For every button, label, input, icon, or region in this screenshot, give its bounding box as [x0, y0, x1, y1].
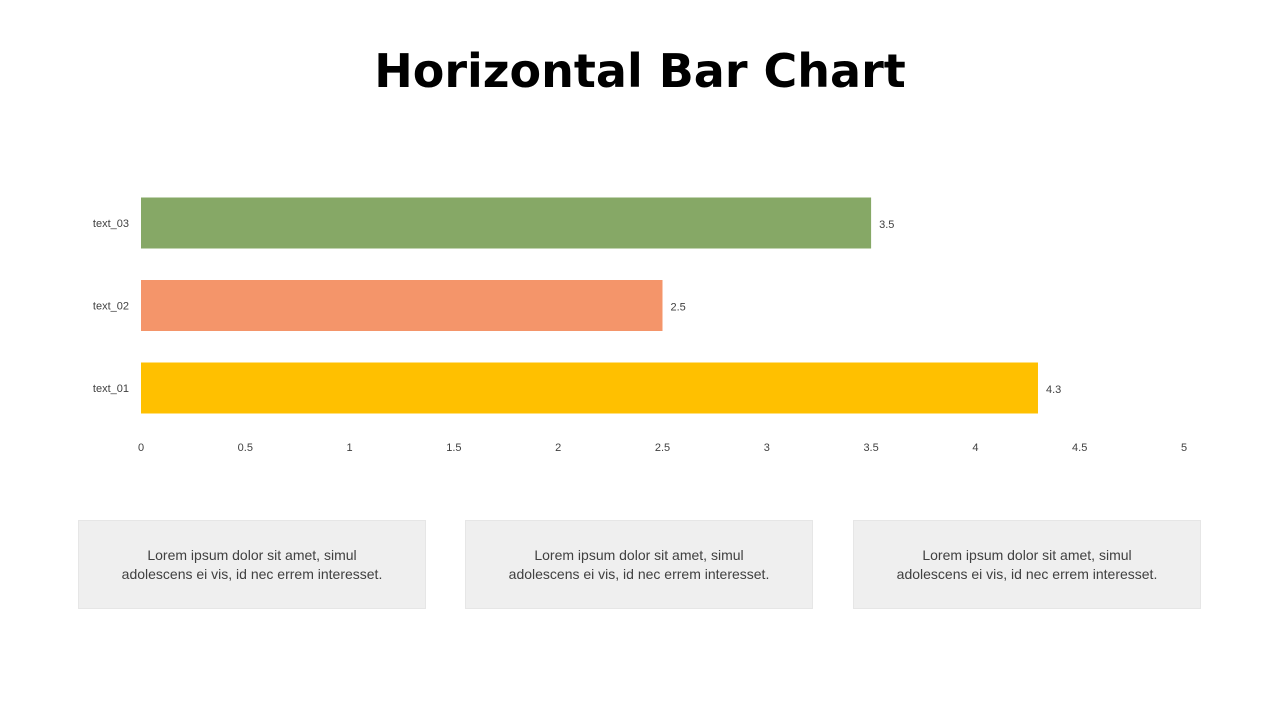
- x-tick-label: 2: [555, 442, 561, 454]
- chart-title: Horizontal Bar Chart: [374, 44, 906, 98]
- text-box-2-line1: Lorem ipsum dolor sit amet, simul: [534, 546, 744, 563]
- category-label-text-01: text_01: [93, 383, 129, 395]
- text-box-2-text: Lorem ipsum dolor sit amet, simul adoles…: [489, 546, 789, 584]
- category-label-text-02: text_02: [93, 301, 129, 313]
- x-tick-label: 2.5: [655, 442, 670, 454]
- x-tick-label: 1.5: [446, 442, 461, 454]
- text-box-2: Lorem ipsum dolor sit amet, simul adoles…: [465, 520, 813, 609]
- text-box-3-text: Lorem ipsum dolor sit amet, simul adoles…: [877, 546, 1177, 584]
- text-box-1-text: Lorem ipsum dolor sit amet, simul adoles…: [102, 546, 402, 584]
- x-tick-label: 5: [1181, 442, 1187, 454]
- text-box-1: Lorem ipsum dolor sit amet, simul adoles…: [78, 520, 426, 609]
- x-tick-label: 0.5: [238, 442, 253, 454]
- text-box-1-line2: adolescens ei vis, id nec errem interess…: [121, 565, 383, 582]
- text-box-1-line1: Lorem ipsum dolor sit amet, simul: [147, 546, 357, 563]
- text-box-3-line2: adolescens ei vis, id nec errem interess…: [896, 565, 1158, 582]
- text-box-3-line1: Lorem ipsum dolor sit amet, simul: [922, 546, 1132, 563]
- x-tick-label: 0: [138, 442, 144, 454]
- x-tick-label: 4.5: [1072, 442, 1087, 454]
- category-label-text-03: text_03: [93, 218, 129, 230]
- text-box-2-line2: adolescens ei vis, id nec errem interess…: [508, 565, 770, 582]
- x-tick-label: 3: [764, 442, 770, 454]
- bar-chart: text_01 4.3 text_02 2.5 text_03 3.5 0 0.5 1 1.5 2 2…: [93, 197, 1187, 454]
- x-tick-label: 1: [347, 442, 353, 454]
- text-box-3: Lorem ipsum dolor sit amet, simul adoles…: [853, 520, 1201, 609]
- bar-text-02: [141, 280, 663, 331]
- bar-text-01: [141, 362, 1038, 414]
- bar-text-03: [141, 197, 872, 249]
- value-label-text-01: 4.3: [1046, 384, 1061, 396]
- x-tick-label: 3.5: [863, 442, 878, 454]
- value-label-text-03: 3.5: [879, 219, 894, 231]
- x-tick-label: 4: [972, 442, 978, 454]
- value-label-text-02: 2.5: [671, 302, 686, 314]
